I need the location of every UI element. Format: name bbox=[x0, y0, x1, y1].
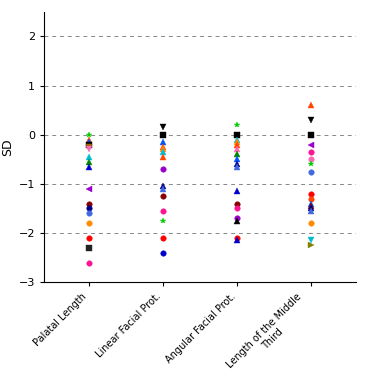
Y-axis label: SD: SD bbox=[1, 138, 14, 156]
